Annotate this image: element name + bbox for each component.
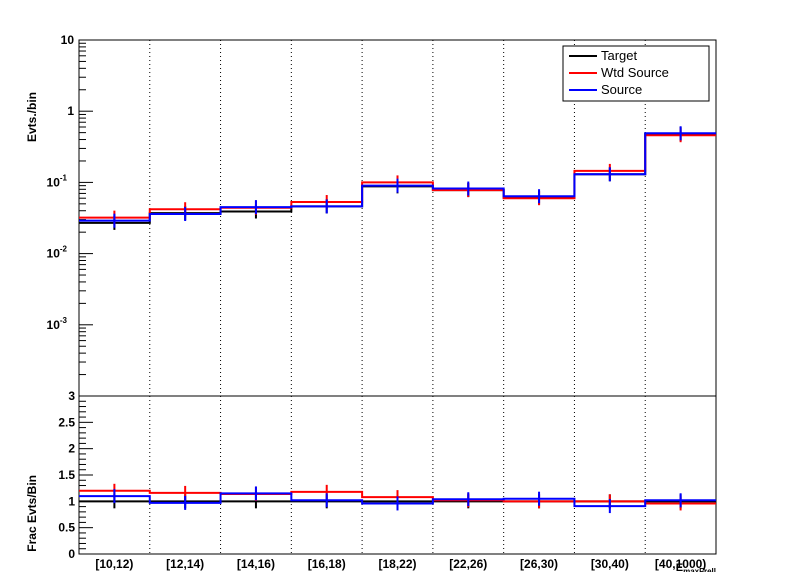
top-y-tick-label-base: 10	[47, 175, 61, 189]
x-category-label: [16,18)	[308, 557, 346, 571]
bottom-y-tick-label: 2.5	[58, 415, 75, 429]
bottom-y-tick-label: 3	[68, 389, 75, 403]
top-y-tick-label-base: 10	[47, 247, 61, 261]
top-y-tick-label: 1	[67, 104, 74, 118]
bottom-y-tick-label: 1	[68, 494, 75, 508]
top-data-point	[538, 195, 541, 198]
top-y-tick-label: 10-3	[47, 316, 68, 332]
bottom-y-axis-title: Frac Evts/Bin	[25, 475, 39, 552]
top-y-tick-label-exponent: -3	[60, 316, 68, 325]
bottom-panel-frame	[78, 395, 717, 555]
x-category-label: [22,26)	[449, 557, 487, 571]
top-y-tick-label: 10-1	[47, 173, 68, 189]
bottom-data-point	[184, 501, 187, 504]
bottom-data-point	[608, 505, 611, 508]
top-data-point	[679, 132, 682, 135]
bottom-data-point	[325, 499, 328, 502]
top-data-point	[325, 205, 328, 208]
top-data-point	[254, 206, 257, 209]
x-category-label: [26,30)	[520, 557, 558, 571]
top-y-tick-label-base: 10	[47, 318, 61, 332]
bottom-y-tick-label: 2	[68, 442, 75, 456]
x-category-label: [30,40)	[591, 557, 629, 571]
legend: Target Wtd Source Source	[562, 45, 710, 102]
x-category-label: [10,12)	[95, 557, 133, 571]
x-category-label: [40,1000)	[655, 557, 706, 571]
x-axis-title-base: E	[676, 562, 683, 572]
bottom-y-tick-label: 1.5	[58, 468, 75, 482]
top-y-tick-label-exponent: -1	[60, 173, 68, 182]
bottom-y-tick-label: 0	[68, 547, 75, 561]
bottom-data-point	[184, 491, 187, 494]
top-data-point	[396, 184, 399, 187]
bottom-data-point	[325, 490, 328, 493]
bottom-data-point	[467, 498, 470, 501]
bottom-series-wtd-source	[79, 489, 716, 505]
bottom-y-tick-label: 0.5	[58, 521, 75, 535]
bottom-data-point	[396, 502, 399, 505]
x-axis-title-sub: maxFrell	[683, 567, 716, 572]
legend-label: Source	[601, 82, 642, 97]
bottom-panel: 0 0.5 1 1.5 2 2.5 3 [10,12) [12,14) [14,16) [16,18…	[58, 389, 717, 571]
top-data-point	[608, 173, 611, 176]
top-data-point	[184, 212, 187, 215]
top-y-tick-label-exponent: -2	[60, 245, 68, 254]
bottom-data-point	[538, 497, 541, 500]
top-y-axis-title: Evts./bin	[25, 92, 39, 142]
top-y-tick-label: 10-2	[47, 245, 68, 261]
x-category-label: [14,16)	[237, 557, 275, 571]
x-category-label: [12,14)	[166, 557, 204, 571]
top-data-point	[467, 187, 470, 190]
bottom-data-point	[679, 499, 682, 502]
legend-label: Target	[601, 48, 638, 63]
bottom-data-point	[113, 495, 116, 498]
legend-label: Wtd Source	[601, 65, 669, 80]
x-category-label: [18,22)	[378, 557, 416, 571]
top-data-point	[113, 219, 116, 222]
top-y-tick-label: 10	[61, 33, 75, 47]
bottom-data-point	[254, 492, 257, 495]
